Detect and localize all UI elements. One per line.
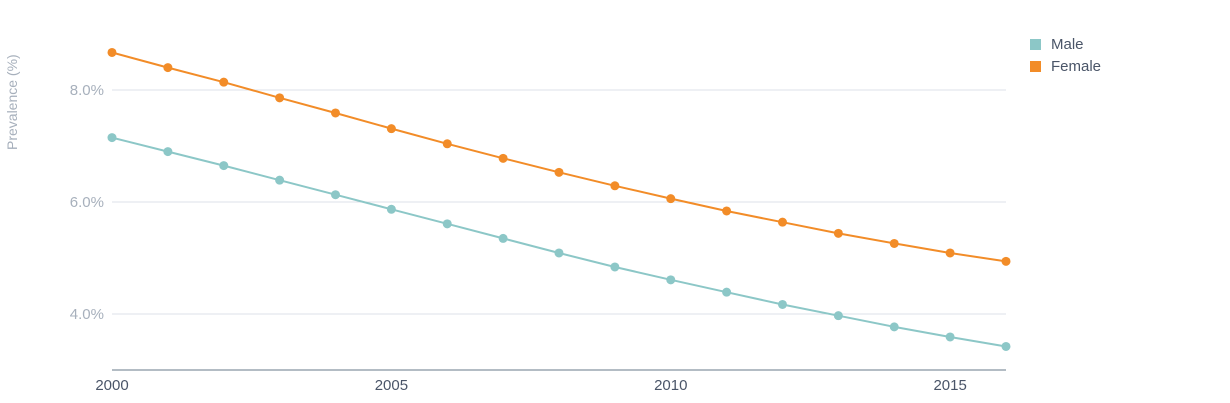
x-tick-label: 2010 xyxy=(654,377,687,394)
y-tick-labels: 4.0% 6.0% 8.0% xyxy=(70,82,104,323)
data-point-female[interactable] xyxy=(889,238,899,248)
data-point-male[interactable] xyxy=(386,204,396,214)
data-point-female[interactable] xyxy=(442,139,452,149)
legend-swatch-male xyxy=(1030,38,1041,50)
data-point-male[interactable] xyxy=(833,311,843,321)
data-point-male[interactable] xyxy=(666,275,676,285)
data-point-male[interactable] xyxy=(889,322,899,332)
data-point-female[interactable] xyxy=(722,206,732,216)
data-point-female[interactable] xyxy=(945,248,955,258)
data-point-male[interactable] xyxy=(219,161,229,171)
legend-item-female[interactable]: Female xyxy=(1030,55,1101,77)
data-point-male[interactable] xyxy=(107,133,117,143)
data-point-male[interactable] xyxy=(554,248,564,258)
data-point-female[interactable] xyxy=(275,93,285,103)
y-tick-label: 8.0% xyxy=(70,82,104,99)
data-point-male[interactable] xyxy=(163,147,173,157)
data-point-male[interactable] xyxy=(778,299,787,309)
x-tick-labels: 2000 2005 2010 2015 xyxy=(95,377,967,394)
series-group xyxy=(107,47,1011,351)
data-point-female[interactable] xyxy=(386,124,396,134)
gridlines xyxy=(112,89,1006,315)
legend-swatch-female xyxy=(1030,60,1041,72)
legend: Male Female xyxy=(1030,33,1101,77)
data-point-female[interactable] xyxy=(554,167,564,177)
data-point-female[interactable] xyxy=(163,63,173,73)
data-point-female[interactable] xyxy=(107,47,117,57)
legend-item-male[interactable]: Male xyxy=(1030,33,1101,55)
data-point-female[interactable] xyxy=(833,228,843,238)
data-point-male[interactable] xyxy=(331,190,340,200)
data-point-female[interactable] xyxy=(219,77,229,87)
x-tick-label: 2015 xyxy=(933,377,966,394)
legend-label-female: Female xyxy=(1051,57,1102,75)
data-point-female[interactable] xyxy=(1001,256,1011,266)
data-point-female[interactable] xyxy=(666,194,676,204)
legend-label-male: Male xyxy=(1051,35,1084,53)
data-point-male[interactable] xyxy=(1001,341,1011,351)
data-point-female[interactable] xyxy=(778,217,787,227)
data-point-male[interactable] xyxy=(945,332,955,342)
data-point-male[interactable] xyxy=(498,233,508,243)
y-tick-label: 6.0% xyxy=(70,194,104,211)
data-point-female[interactable] xyxy=(610,181,620,191)
x-tick-label: 2000 xyxy=(95,377,128,394)
data-point-male[interactable] xyxy=(610,262,620,272)
data-point-female[interactable] xyxy=(331,108,340,118)
data-point-female[interactable] xyxy=(498,153,508,163)
data-point-male[interactable] xyxy=(722,287,732,297)
data-point-male[interactable] xyxy=(275,175,285,185)
x-tick-label: 2005 xyxy=(375,377,408,394)
data-point-male[interactable] xyxy=(442,219,452,229)
series-line-female xyxy=(111,51,1007,263)
y-axis-title: Prevalence (%) xyxy=(4,54,20,150)
y-tick-label: 4.0% xyxy=(70,306,104,323)
